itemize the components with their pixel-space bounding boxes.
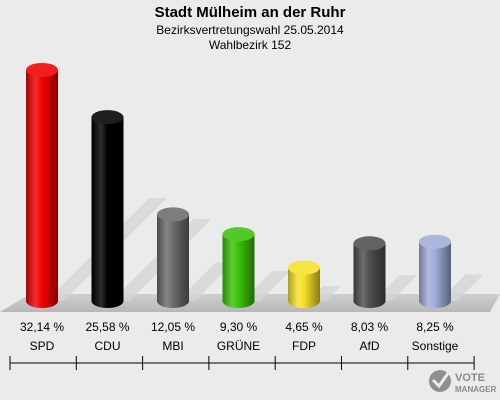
bar-top-gr-ne bbox=[222, 227, 255, 242]
bar-spd bbox=[26, 70, 58, 308]
bar-top-sonstige bbox=[419, 234, 451, 249]
axis-separators bbox=[9, 356, 475, 370]
value-label-mbi: 12,05 % bbox=[151, 320, 195, 334]
bar-cdu bbox=[91, 117, 124, 309]
bar-shadow-mbi bbox=[177, 262, 234, 301]
value-label-sonstige: 8,25 % bbox=[416, 320, 454, 334]
chart-title: Stadt Mülheim an der Ruhr bbox=[155, 4, 346, 21]
bar-fdp bbox=[288, 267, 320, 308]
category-label-cdu: CDU bbox=[95, 339, 121, 353]
chart-subtitle-2: Wahlbezirk 152 bbox=[209, 38, 292, 52]
bar-gr-ne bbox=[222, 234, 255, 309]
bar-mbi bbox=[157, 214, 189, 308]
category-label-sonstige: Sonstige bbox=[412, 339, 459, 353]
category-label-gr-ne: GRÜNE bbox=[217, 339, 260, 353]
logo-text-vote: VOTE bbox=[455, 372, 485, 384]
category-label-spd: SPD bbox=[30, 339, 55, 353]
chart-subtitle: Bezirksvertretungswahl 25.05.2014 bbox=[156, 23, 344, 37]
category-label-fdp: FDP bbox=[292, 339, 316, 353]
category-label-afd: AfD bbox=[359, 339, 379, 353]
category-label-mbi: MBI bbox=[162, 339, 183, 353]
bar-top-mbi bbox=[157, 207, 189, 222]
bar-top-cdu bbox=[91, 110, 124, 125]
value-label-gr-ne: 9,30 % bbox=[220, 320, 258, 334]
bar-top-afd bbox=[353, 236, 386, 251]
value-label-afd: 8,03 % bbox=[351, 320, 389, 334]
logo-check-icon bbox=[431, 371, 451, 389]
category-labels: SPD CDU MBI GRÜNE FDP AfD Sonstige bbox=[30, 339, 459, 353]
logo-text-manager: MANAGER bbox=[455, 385, 497, 394]
value-label-cdu: 25,58 % bbox=[85, 320, 129, 334]
value-label-fdp: 4,65 % bbox=[285, 320, 323, 334]
bar-top-spd bbox=[26, 63, 58, 77]
bars-group bbox=[26, 63, 451, 309]
value-label-spd: 32,14 % bbox=[20, 320, 64, 334]
value-labels: 32,14 % 25,58 % 12,05 % 9,30 % 4,65 % 8,03 % 8… bbox=[20, 320, 454, 334]
vote-manager-logo: VOTE MANAGER bbox=[429, 370, 497, 394]
bar-afd bbox=[353, 243, 386, 309]
bar-top-fdp bbox=[288, 260, 320, 275]
bar-sonstige bbox=[419, 241, 451, 308]
